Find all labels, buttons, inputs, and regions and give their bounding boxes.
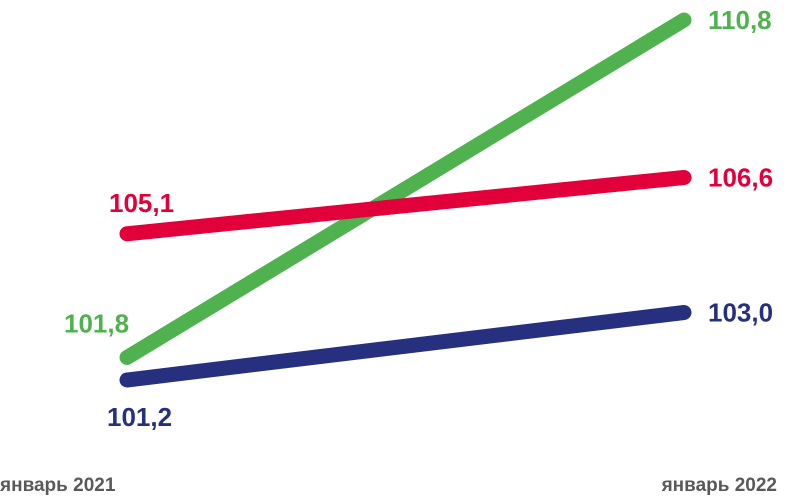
x-tick-label-0: январь 2021 (0, 475, 116, 496)
x-tick-label-1: январь 2022 (661, 475, 777, 496)
series-line-2 (119, 305, 692, 388)
data-labels: 101,8 110,8 105,1 106,6 101,2 103,0 (64, 5, 773, 432)
series-line-0 (119, 12, 692, 365)
data-label-2-1: 103,0 (708, 298, 773, 328)
x-axis-tick-labels: январь 2021 январь 2022 (0, 475, 777, 496)
data-label-2-0: 101,2 (107, 402, 172, 432)
series-lines (119, 12, 692, 388)
data-label-0-1: 110,8 (708, 5, 772, 35)
data-label-1-1: 106,6 (708, 163, 773, 193)
data-label-0-0: 101,8 (64, 309, 129, 339)
data-label-1-0: 105,1 (109, 188, 174, 218)
series-line-1 (119, 170, 692, 242)
